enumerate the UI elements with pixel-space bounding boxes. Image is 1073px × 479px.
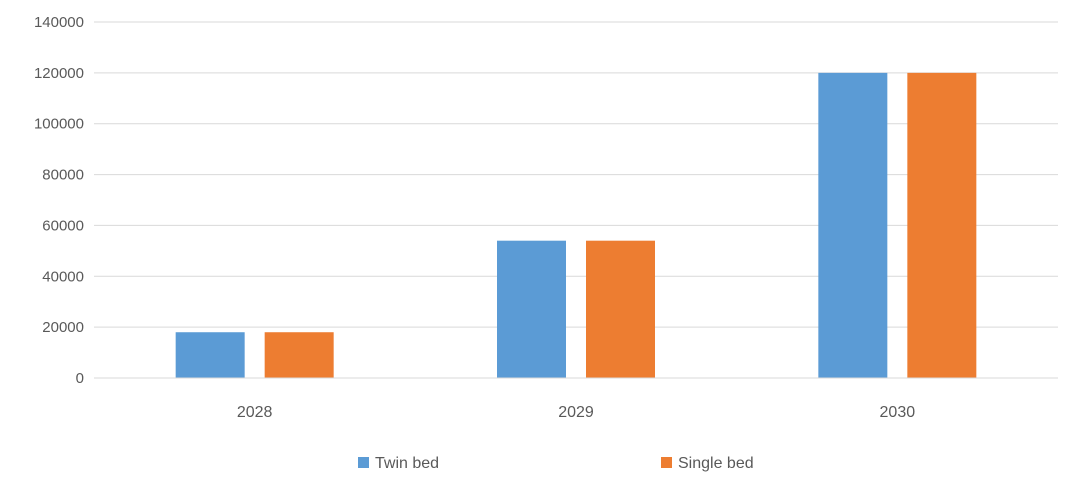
y-tick-label: 60000	[42, 217, 84, 234]
y-tick-label: 140000	[34, 14, 84, 31]
y-tick-label: 40000	[42, 268, 84, 285]
y-tick-label: 100000	[34, 116, 84, 133]
gridlines	[94, 21, 1058, 328]
y-tick-label: 80000	[42, 167, 84, 184]
y-tick-label: 120000	[34, 65, 84, 82]
legend-swatch-single-bed	[661, 457, 672, 468]
y-tick-label: 20000	[42, 319, 84, 336]
bar-single-bed-2029	[586, 240, 655, 378]
bar-twin-bed-2028	[175, 332, 245, 378]
x-tick-label: 2029	[558, 404, 594, 421]
bar-single-bed-2028	[264, 332, 334, 378]
x-tick-label: 2030	[880, 404, 916, 421]
x-tick-label: 2028	[237, 404, 273, 421]
legend-swatch-twin-bed	[358, 457, 369, 468]
legend-label: Twin bed	[375, 455, 439, 472]
legend-label: Single bed	[678, 455, 754, 472]
bars	[175, 72, 977, 378]
x-axis-tick-labels: 2028 2029 2030	[237, 404, 915, 421]
bar-twin-bed-2029	[497, 240, 566, 378]
bar-twin-bed-2030	[818, 72, 888, 378]
y-axis-tick-labels: 0 20000 40000 60000 80000 100000 120000 140000	[34, 14, 84, 387]
legend: Twin bed Single bed	[358, 455, 754, 472]
bar-single-bed-2030	[907, 72, 977, 378]
y-tick-label: 0	[76, 370, 84, 387]
